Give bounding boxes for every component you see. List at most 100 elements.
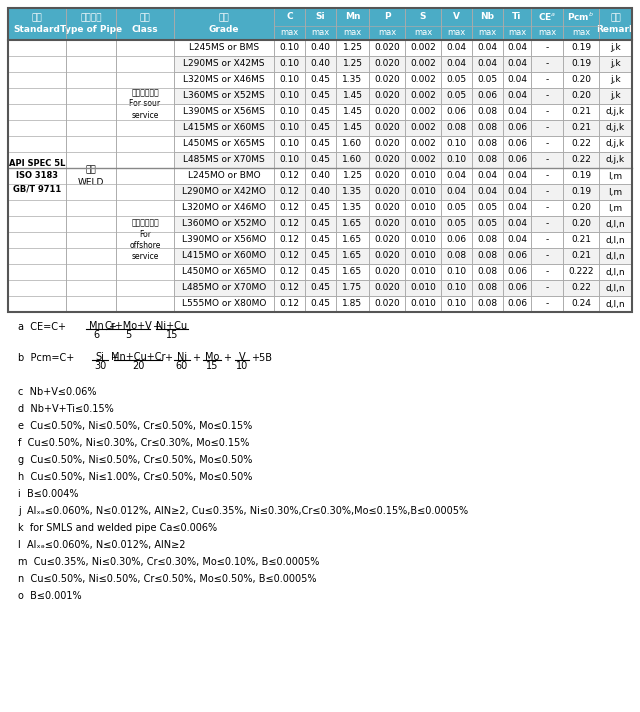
Text: 1.65: 1.65 bbox=[342, 268, 363, 276]
Bar bbox=[305, 72, 336, 88]
Text: 0.020: 0.020 bbox=[374, 108, 400, 117]
Bar bbox=[531, 72, 563, 88]
Bar bbox=[472, 168, 503, 184]
Text: max: max bbox=[378, 28, 396, 37]
Text: j  Alₓₔ≤0.060%, N≤0.012%, AlN≥2, Cu≤0.35%, Ni≤0.30%,Cr≤0.30%,Mo≤0.15%,B≤0.0005%: j Alₓₔ≤0.060%, N≤0.012%, AlN≥2, Cu≤0.35%… bbox=[18, 506, 468, 515]
Bar bbox=[274, 216, 305, 232]
Bar bbox=[441, 8, 472, 40]
Bar bbox=[174, 248, 274, 264]
Bar bbox=[369, 264, 405, 280]
Text: m  Cu≤0.35%, Ni≤0.30%, Cr≤0.30%, Mo≤0.10%, B≤0.0005%: m Cu≤0.35%, Ni≤0.30%, Cr≤0.30%, Mo≤0.10%… bbox=[18, 557, 319, 567]
Text: 0.12: 0.12 bbox=[280, 236, 300, 244]
Bar bbox=[503, 296, 531, 312]
Bar bbox=[305, 120, 336, 136]
Text: 0.010: 0.010 bbox=[410, 283, 436, 293]
Text: Pcm$^b$: Pcm$^b$ bbox=[568, 11, 595, 23]
Bar bbox=[174, 88, 274, 104]
Text: 0.08: 0.08 bbox=[477, 268, 497, 276]
Text: 0.020: 0.020 bbox=[374, 187, 400, 197]
Text: +: + bbox=[108, 322, 116, 332]
Bar bbox=[8, 8, 66, 40]
Text: 0.08: 0.08 bbox=[477, 123, 497, 132]
Bar bbox=[174, 136, 274, 152]
Bar bbox=[336, 184, 369, 200]
Text: 1.45: 1.45 bbox=[342, 108, 362, 117]
Text: -: - bbox=[545, 268, 548, 276]
Text: 0.10: 0.10 bbox=[280, 155, 300, 164]
Text: 0.21: 0.21 bbox=[571, 251, 591, 261]
Bar bbox=[599, 56, 632, 72]
Bar bbox=[405, 200, 441, 216]
Text: 0.20: 0.20 bbox=[571, 75, 591, 85]
Text: Si: Si bbox=[95, 352, 104, 362]
Bar bbox=[599, 40, 632, 56]
Text: 1.35: 1.35 bbox=[342, 204, 363, 212]
Bar bbox=[472, 120, 503, 136]
Text: d,j,k: d,j,k bbox=[606, 155, 625, 164]
Text: 0.22: 0.22 bbox=[571, 283, 591, 293]
Text: -: - bbox=[545, 43, 548, 53]
Text: 0.05: 0.05 bbox=[477, 219, 497, 229]
Text: L450MO or X65MO: L450MO or X65MO bbox=[182, 268, 266, 276]
Bar bbox=[174, 184, 274, 200]
Text: 0.010: 0.010 bbox=[410, 187, 436, 197]
Bar bbox=[305, 168, 336, 184]
Text: 0.06: 0.06 bbox=[507, 268, 527, 276]
Text: -: - bbox=[545, 123, 548, 132]
Bar bbox=[503, 232, 531, 248]
Text: +: + bbox=[164, 352, 172, 362]
Bar bbox=[336, 56, 369, 72]
Text: 0.04: 0.04 bbox=[507, 236, 527, 244]
Text: 0.10: 0.10 bbox=[280, 92, 300, 100]
Text: 0.45: 0.45 bbox=[310, 219, 330, 229]
Text: 0.05: 0.05 bbox=[447, 75, 467, 85]
Text: 0.10: 0.10 bbox=[447, 268, 467, 276]
Text: 1.60: 1.60 bbox=[342, 155, 363, 164]
Text: 0.020: 0.020 bbox=[374, 236, 400, 244]
Bar bbox=[336, 200, 369, 216]
Bar bbox=[441, 168, 472, 184]
Text: -: - bbox=[545, 204, 548, 212]
Text: -: - bbox=[545, 172, 548, 181]
Text: 1.85: 1.85 bbox=[342, 300, 363, 308]
Bar bbox=[472, 152, 503, 168]
Text: Nb: Nb bbox=[481, 12, 495, 21]
Bar bbox=[563, 56, 599, 72]
Bar bbox=[531, 184, 563, 200]
Text: 0.45: 0.45 bbox=[310, 108, 330, 117]
Bar bbox=[503, 264, 531, 280]
Text: 0.020: 0.020 bbox=[374, 219, 400, 229]
Text: 0.08: 0.08 bbox=[477, 283, 497, 293]
Bar bbox=[174, 104, 274, 120]
Text: 0.010: 0.010 bbox=[410, 172, 436, 181]
Bar bbox=[531, 200, 563, 216]
Text: 0.04: 0.04 bbox=[507, 108, 527, 117]
Bar bbox=[274, 72, 305, 88]
Text: j,k: j,k bbox=[610, 75, 621, 85]
Bar bbox=[274, 8, 305, 40]
Text: L485MS or X70MS: L485MS or X70MS bbox=[183, 155, 265, 164]
Text: 0.20: 0.20 bbox=[571, 219, 591, 229]
Bar bbox=[66, 8, 116, 40]
Text: 1.35: 1.35 bbox=[342, 187, 363, 197]
Text: 0.05: 0.05 bbox=[477, 204, 497, 212]
Text: 0.45: 0.45 bbox=[310, 140, 330, 149]
Text: 0.45: 0.45 bbox=[310, 268, 330, 276]
Text: 0.010: 0.010 bbox=[410, 219, 436, 229]
Text: 0.45: 0.45 bbox=[310, 236, 330, 244]
Bar bbox=[441, 216, 472, 232]
Bar bbox=[369, 296, 405, 312]
Text: 0.10: 0.10 bbox=[447, 300, 467, 308]
Bar bbox=[336, 8, 369, 40]
Text: 0.10: 0.10 bbox=[447, 155, 467, 164]
Text: V: V bbox=[453, 12, 460, 21]
Bar bbox=[599, 120, 632, 136]
Bar bbox=[441, 232, 472, 248]
Text: 0.010: 0.010 bbox=[410, 268, 436, 276]
Text: CE$^a$: CE$^a$ bbox=[538, 11, 556, 22]
Text: Mn: Mn bbox=[88, 321, 104, 331]
Text: L290MO or X42MO: L290MO or X42MO bbox=[182, 187, 266, 197]
Text: +: + bbox=[110, 352, 118, 362]
Text: 0.002: 0.002 bbox=[410, 140, 436, 149]
Bar bbox=[274, 280, 305, 296]
